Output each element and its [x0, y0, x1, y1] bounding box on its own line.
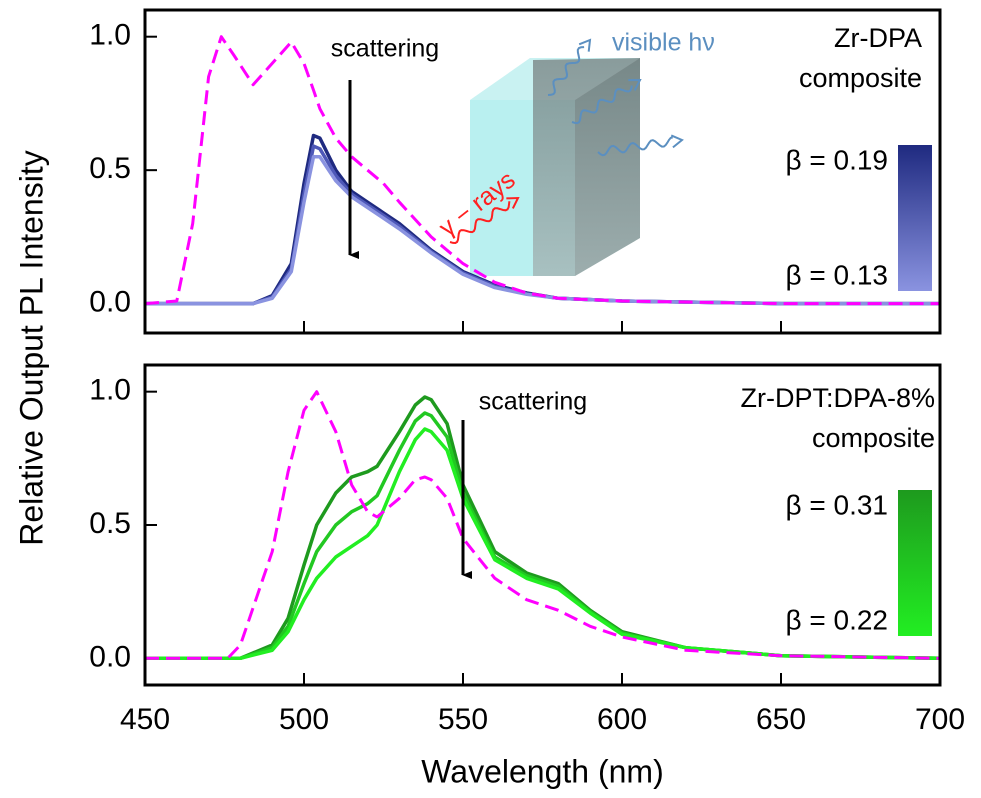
- x-tick-label: 700: [915, 703, 965, 736]
- cube-shadow: [533, 58, 640, 276]
- series-group: [145, 390, 940, 661]
- plot-frame: [143, 363, 942, 687]
- line-series: [145, 35, 940, 306]
- legend-label: β = 0.31: [785, 489, 888, 520]
- legend-label: β = 0.13: [785, 259, 888, 290]
- y-axis-label: Relative Output PL Intensity: [13, 150, 49, 545]
- plot-frame: [143, 8, 942, 335]
- line-series: [145, 427, 940, 661]
- annotation: visible hν: [612, 29, 715, 57]
- x-tick-label: 650: [756, 703, 806, 736]
- y-tick-label: 0.0: [89, 640, 131, 673]
- y-tick-label: 0.0: [89, 286, 131, 319]
- line-series: [145, 155, 940, 306]
- y-tick-label: 0.5: [89, 507, 131, 540]
- colorbar: [898, 490, 932, 636]
- x-tick-label: 500: [279, 703, 329, 736]
- photon-arrow: [571, 85, 633, 125]
- y-tick-label: 1.0: [89, 19, 131, 52]
- x-axis-label: Wavelength (nm): [421, 753, 663, 789]
- line-series: [145, 390, 940, 660]
- x-tick-label: 600: [597, 703, 647, 736]
- panel: 0.0 0.5 1.0 scattering Zr-DPA composite visibl…: [13, 8, 942, 546]
- annotation: composite: [799, 63, 922, 93]
- annotation: composite: [812, 423, 935, 453]
- annotation: scattering: [331, 35, 439, 63]
- colorbar: [898, 145, 932, 291]
- legend-label: β = 0.22: [785, 604, 888, 635]
- legend-label: β = 0.19: [785, 144, 888, 175]
- y-tick-label: 1.0: [89, 374, 131, 407]
- photon-arrow-head: [628, 78, 642, 91]
- annotation: Zr-DPT:DPA-8%: [740, 383, 935, 413]
- x-tick-label: 550: [438, 703, 488, 736]
- x-tick-label: 450: [120, 703, 170, 736]
- series-group: [145, 35, 940, 306]
- annotation: Zr-DPA: [834, 23, 922, 53]
- photon-arrow-head: [670, 134, 684, 149]
- photon-arrow: [547, 46, 585, 96]
- panel: 0.0 0.5 1.0 450 500 550 600 650 700 scattering Zr-…: [89, 363, 965, 789]
- annotation: scattering: [479, 388, 587, 416]
- photon-arrow: [597, 136, 673, 157]
- photon-arrow-head: [578, 38, 592, 52]
- photon-arrow: [449, 201, 511, 245]
- y-tick-label: 0.5: [89, 152, 131, 185]
- photon-arrow-head: [506, 196, 520, 209]
